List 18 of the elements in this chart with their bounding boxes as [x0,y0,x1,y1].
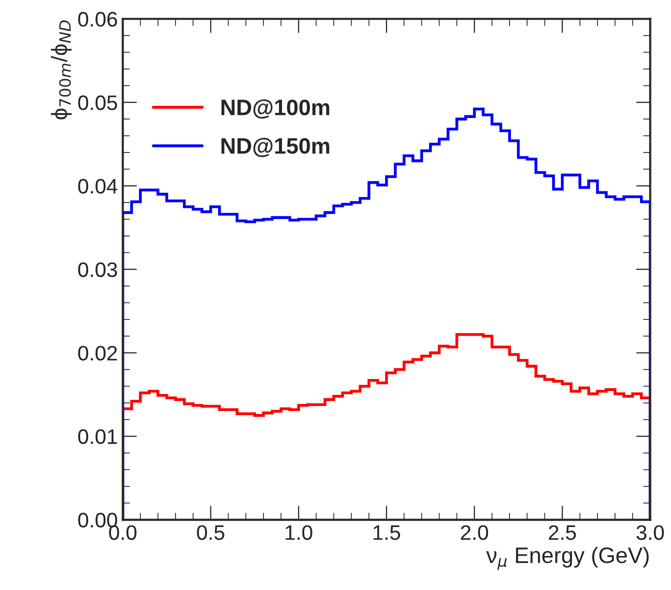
x-tick-label: 1.0 [286,525,312,540]
x-tick-label: 2.0 [460,525,488,540]
x-tick-label: 3.0 [636,525,664,540]
x-tick-label: 0.0 [109,525,136,540]
y-tick-label: 0.03 [78,262,118,278]
legend-label: ND@100m [221,99,330,119]
y-tick-label: 0.02 [78,346,117,361]
x-tick-label: 2.5 [548,525,576,540]
y-axis-title: ϕ$_{700m}$/ϕ$_{ND}$ [50,20,72,120]
x-tick-label: 1.5 [374,525,400,540]
y-tick-label: 0.01 [78,429,117,444]
y-tick-label: 0.06 [78,12,118,27]
y-tick-label: 0.04 [78,178,118,194]
legend-label: ND@150m [221,138,330,158]
y-tick-label: 0.05 [78,95,118,110]
y-tick-label: 0.00 [78,512,118,528]
x-tick-label: 0.5 [197,525,224,540]
x-axis-title: ν$_{μ}$ Energy (GeV) [486,546,649,570]
